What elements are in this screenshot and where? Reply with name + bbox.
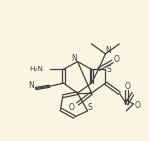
Text: O: O — [68, 103, 74, 112]
Text: O: O — [125, 82, 131, 91]
Text: N: N — [72, 54, 77, 63]
Text: S: S — [107, 65, 112, 74]
Text: O: O — [113, 55, 119, 64]
Text: N: N — [105, 46, 111, 55]
Text: N: N — [28, 81, 34, 90]
Text: O: O — [134, 101, 140, 110]
Text: S: S — [88, 103, 92, 112]
Text: H₂N: H₂N — [29, 66, 43, 72]
